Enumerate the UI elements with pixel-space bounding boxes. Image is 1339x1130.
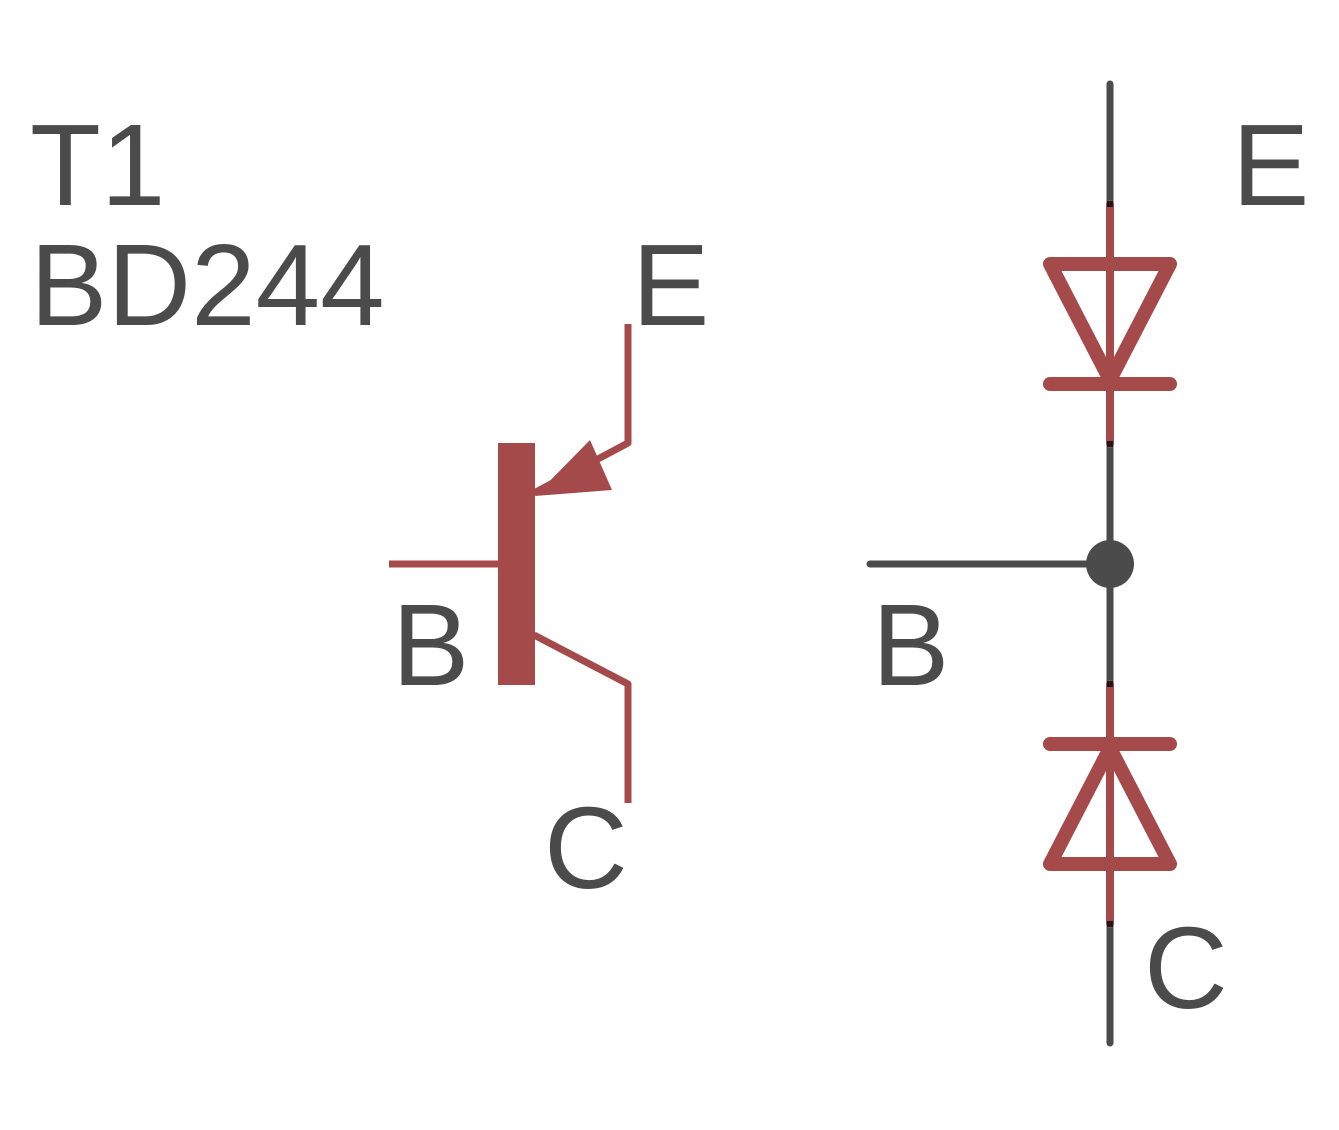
pin-marker <box>1107 921 1113 927</box>
pin-marker <box>1107 681 1113 687</box>
diode-triangle <box>1043 257 1177 387</box>
pin-marker <box>1107 201 1113 207</box>
model-collector-label: C <box>1144 903 1228 1033</box>
base-bar <box>498 443 535 685</box>
junction-dot <box>1086 540 1134 588</box>
model-base-label: B <box>872 580 949 710</box>
pin-marker <box>1107 441 1113 447</box>
collector-lead <box>532 631 632 803</box>
designator-label: T1 <box>30 100 165 230</box>
model-emitter-label: E <box>1232 100 1309 230</box>
collector-base-diode-icon <box>1043 680 1177 928</box>
emitter-base-diode-icon <box>1043 200 1177 448</box>
transistor-base-label: B <box>392 580 469 710</box>
transistor-emitter-label: E <box>632 220 709 350</box>
emitter-arrow-icon <box>535 440 612 496</box>
part-number-label: BD244 <box>30 220 385 350</box>
diode-equivalent-model <box>866 80 1177 1047</box>
transistor-collector-label: C <box>544 783 628 913</box>
diode-triangle <box>1043 741 1177 871</box>
pnp-transistor-symbol <box>389 324 632 803</box>
